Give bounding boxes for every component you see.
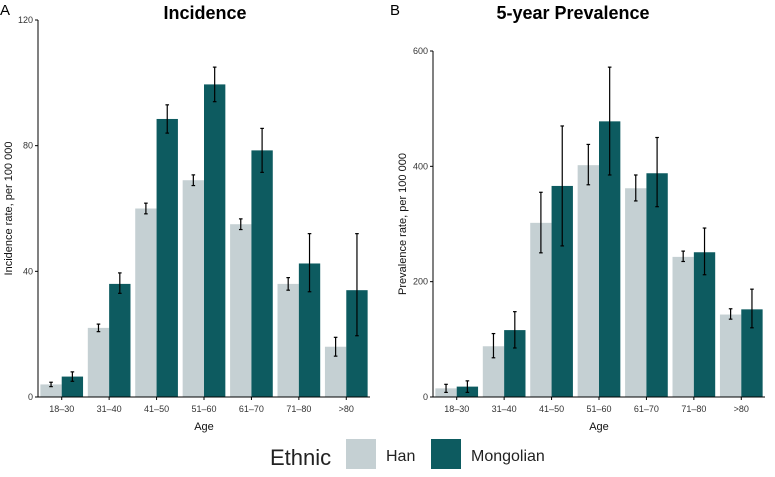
incidence-bar-mongolian-5: [251, 150, 273, 397]
prevalence-bar-han-6: [672, 256, 694, 397]
y-axis-title: Incidence rate, per 100 000: [3, 142, 15, 276]
x-tick-label: 31–40: [492, 404, 517, 414]
incidence-errorbar-mongolian-5: [260, 127, 264, 173]
incidence-bar-han-1: [40, 384, 62, 397]
panel-incidence: A Incidence 0 40 80 120 18–30 31–40 41–50 51–60 61…: [0, 2, 370, 433]
legend-label-han: Han: [386, 448, 415, 465]
incidence-bar-han-4: [182, 180, 204, 397]
incidence-bar-han-5: [230, 224, 252, 397]
panel-prevalence: B 5-year Prevalence 0 200 400 600 18–30 31–40 41…: [390, 2, 765, 433]
legend-title: Ethnic: [270, 445, 331, 470]
incidence-bar-mongolian-2: [109, 283, 131, 397]
chart-title: 5-year Prevalence: [496, 3, 649, 23]
y-tick-label: 0: [423, 392, 428, 402]
x-tick-label: >80: [734, 404, 749, 414]
x-tick-label: 18–30: [444, 404, 469, 414]
prevalence-errorbar-han-3: [539, 191, 543, 254]
x-tick-label: 41–50: [539, 404, 564, 414]
y-tick-label: 600: [413, 46, 428, 56]
prevalence-errorbar-han-6: [681, 250, 685, 263]
incidence-errorbar-han-7: [333, 336, 338, 357]
incidence-errorbar-mongolian-6: [307, 233, 312, 293]
prevalence-bar-mongolian-5: [646, 173, 668, 397]
x-tick-label: >80: [339, 404, 354, 414]
incidence-errorbar-han-5: [238, 218, 243, 231]
prevalence-bar-han-2: [482, 346, 505, 397]
x-tick-label: 31–40: [97, 404, 122, 414]
prevalence-bar-mongolian-2: [504, 330, 526, 397]
incidence-bar-mongolian-7: [346, 290, 368, 397]
y-tick-label: 120: [18, 15, 33, 25]
x-tick-label: 41–50: [144, 404, 169, 414]
incidence-errorbar-han-2: [96, 323, 101, 333]
x-tick-label: 61–70: [239, 404, 264, 414]
prevalence-bar-mongolian-6: [693, 252, 716, 397]
incidence-bar-mongolian-4: [204, 84, 226, 397]
prevalence-errorbar-mongolian-6: [702, 227, 707, 276]
y-tick-label: 400: [413, 161, 428, 171]
prevalence-errorbar-han-4: [586, 143, 591, 186]
prevalence-bar-han-4: [577, 165, 599, 397]
incidence-errorbar-mongolian-4: [212, 66, 217, 103]
prevalence-errorbar-mongolian-5: [655, 136, 659, 208]
panel-label: B: [390, 2, 400, 19]
legend-swatch-mongolian: [431, 439, 461, 469]
y-tick-label: 200: [413, 277, 428, 287]
prevalence-errorbar-mongolian-4: [607, 66, 612, 176]
prevalence-errorbar-mongolian-7: [750, 288, 754, 329]
prevalence-errorbar-mongolian-2: [513, 311, 517, 349]
y-tick-label: 0: [28, 392, 33, 402]
incidence-errorbar-han-4: [191, 174, 196, 187]
x-tick-label: 51–60: [586, 404, 611, 414]
prevalence-errorbar-mongolian-1: [465, 380, 470, 393]
incidence-errorbar-mongolian-2: [118, 272, 122, 294]
prevalence-errorbar-mongolian-3: [560, 125, 565, 247]
incidence-bar-han-2: [87, 327, 110, 397]
incidence-bar-han-3: [135, 208, 157, 397]
incidence-bar-mongolian-6: [298, 263, 321, 397]
prevalence-errorbar-han-7: [728, 308, 733, 320]
x-tick-label: 71–80: [286, 404, 311, 414]
legend: Ethnic Han Mongolian: [270, 439, 545, 470]
legend-swatch-han: [346, 439, 376, 469]
x-axis-title: Age: [194, 421, 214, 433]
x-axis-title: Age: [589, 421, 609, 433]
panel-label: A: [0, 2, 10, 19]
legend-label-mongolian: Mongolian: [471, 448, 545, 465]
incidence-errorbar-mongolian-3: [165, 104, 170, 134]
y-tick-label: 80: [23, 141, 33, 151]
prevalence-bar-han-5: [625, 188, 647, 397]
incidence-errorbar-han-1: [49, 381, 53, 388]
incidence-bar-mongolian-1: [61, 376, 84, 397]
incidence-bar-han-6: [277, 283, 299, 397]
prevalence-errorbar-han-1: [444, 383, 448, 393]
prevalence-errorbar-han-5: [633, 174, 638, 202]
x-tick-label: 18–30: [49, 404, 74, 414]
incidence-errorbar-mongolian-1: [70, 371, 75, 382]
prevalence-bar-han-3: [530, 222, 552, 397]
prevalence-bar-mongolian-4: [599, 121, 621, 397]
incidence-errorbar-han-3: [144, 202, 148, 215]
y-axis-title: Prevalence rate, per 100 000: [397, 153, 409, 295]
incidence-bar-han-7: [324, 346, 347, 397]
incidence-errorbar-han-6: [286, 277, 290, 291]
prevalence-bar-han-7: [719, 314, 742, 397]
incidence-errorbar-mongolian-7: [355, 233, 359, 337]
incidence-bar-mongolian-3: [156, 118, 178, 398]
x-tick-label: 61–70: [634, 404, 659, 414]
prevalence-bar-mongolian-7: [741, 309, 763, 397]
y-tick-label: 40: [23, 266, 33, 276]
chart-title: Incidence: [163, 3, 246, 23]
prevalence-bar-mongolian-3: [551, 185, 573, 397]
prevalence-errorbar-han-2: [491, 332, 496, 359]
x-tick-label: 51–60: [191, 404, 216, 414]
x-tick-label: 71–80: [681, 404, 706, 414]
